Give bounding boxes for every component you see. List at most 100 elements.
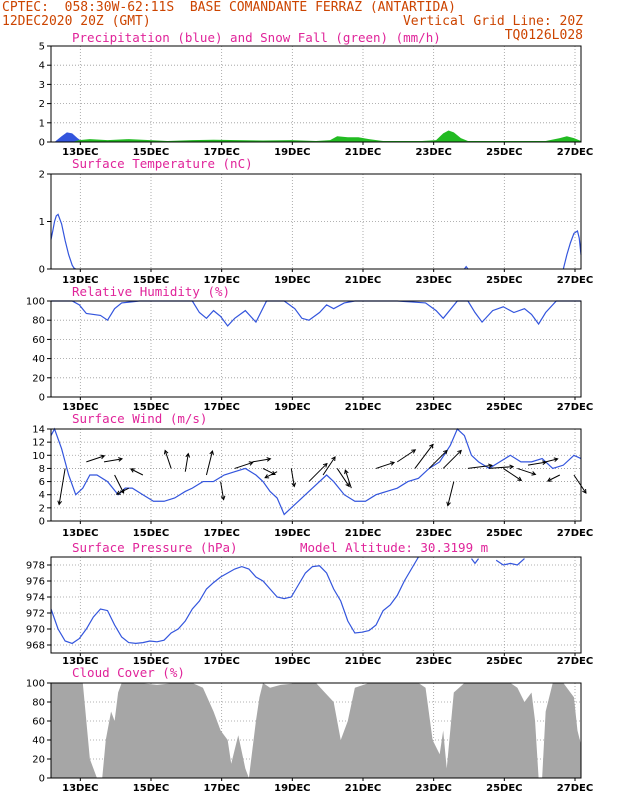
wind-vector-head <box>443 449 448 455</box>
panel-title: Precipitation (blue) and Snow Fall (gree… <box>72 30 441 45</box>
wind-vector-head <box>163 449 169 455</box>
wind-vector <box>414 444 434 469</box>
x-tick-label: 21DEC <box>345 656 381 667</box>
x-tick-label: 27DEC <box>557 783 593 794</box>
wind-vector <box>428 450 448 469</box>
y-tick-label: 12 <box>32 438 45 449</box>
x-tick-label: 27DEC <box>557 147 593 158</box>
x-tick-label: 13DEC <box>62 402 98 413</box>
x-tick-label: 13DEC <box>62 275 98 286</box>
wind-vector <box>344 469 352 489</box>
x-tick-label: 25DEC <box>486 147 522 158</box>
x-tick-label: 13DEC <box>62 783 98 794</box>
wind-vector <box>447 481 455 506</box>
x-tick-label: 27DEC <box>557 402 593 413</box>
wind-vector <box>322 456 336 476</box>
x-tick-label: 15DEC <box>133 275 169 286</box>
y-tick-label: 10 <box>32 451 45 462</box>
y-tick-label: 968 <box>26 641 45 652</box>
y-tick-label: 6 <box>39 477 45 488</box>
header-line1: CPTEC: 058:30W-62:11S BASE COMANDANTE FE… <box>2 0 456 15</box>
y-tick-label: 80 <box>32 698 45 709</box>
y-tick-label: 60 <box>32 335 45 346</box>
series-line-blue <box>50 556 419 645</box>
wind-vector-head <box>457 449 462 455</box>
y-tick-label: 978 <box>26 561 45 572</box>
x-tick-label: 15DEC <box>133 656 169 667</box>
x-tick-label: 21DEC <box>345 402 381 413</box>
y-tick-label: 4 <box>39 61 45 72</box>
wind-vector <box>336 468 350 487</box>
x-tick-label: 19DEC <box>274 656 310 667</box>
wind-vector-head <box>209 449 214 455</box>
wind-vector-head <box>57 500 62 506</box>
wind-vector <box>467 464 492 469</box>
wind-vector-head <box>446 501 451 507</box>
header-date: 12DEC2020 20Z (GMT) <box>2 14 151 29</box>
y-tick-label: 2 <box>39 99 45 110</box>
x-tick-label: 23DEC <box>415 147 451 158</box>
wind-vector <box>547 474 561 482</box>
wind-vector-head <box>185 452 191 458</box>
x-tick-label: 17DEC <box>203 528 239 539</box>
wind-vector-head <box>264 474 270 479</box>
series-line-blue <box>470 558 480 565</box>
wind-vector-head <box>220 495 226 501</box>
x-tick-label: 13DEC <box>62 147 98 158</box>
wind-vector <box>573 474 587 494</box>
y-tick-label: 0 <box>39 393 45 404</box>
wind-vector <box>184 453 189 472</box>
x-tick-label: 19DEC <box>274 528 310 539</box>
wind-vector-head <box>266 457 272 462</box>
wind-vector <box>375 461 395 469</box>
wind-vector <box>396 449 416 463</box>
wind-vector-head <box>331 456 336 462</box>
wind-vector-head <box>344 469 349 475</box>
wind-vector <box>442 450 462 469</box>
wind-vector <box>308 463 328 482</box>
wind-vector <box>103 458 123 463</box>
y-tick-label: 0 <box>39 265 45 276</box>
x-tick-label: 23DEC <box>415 528 451 539</box>
x-tick-label: 15DEC <box>133 783 169 794</box>
wind-vector-head <box>322 462 328 468</box>
x-tick-label: 19DEC <box>274 275 310 286</box>
x-tick-label: 21DEC <box>345 783 381 794</box>
series-line-blue <box>51 300 581 327</box>
wind-vector <box>116 487 129 495</box>
y-tick-label: 3 <box>39 80 45 91</box>
panel-frame <box>50 682 582 779</box>
x-tick-label: 19DEC <box>274 783 310 794</box>
wind-vector-head <box>248 461 254 466</box>
x-tick-label: 15DEC <box>133 528 169 539</box>
y-tick-label: 0 <box>39 774 45 785</box>
x-tick-label: 19DEC <box>274 402 310 413</box>
x-tick-label: 23DEC <box>415 783 451 794</box>
series-area-blue <box>54 132 83 142</box>
y-tick-label: 0 <box>39 517 45 528</box>
wind-vector <box>489 466 514 469</box>
wind-vector-head <box>118 457 124 462</box>
panel-frame <box>50 45 582 143</box>
x-tick-label: 25DEC <box>486 528 522 539</box>
x-tick-label: 23DEC <box>415 275 451 286</box>
wind-vector <box>86 455 105 463</box>
y-tick-label: 60 <box>32 717 45 728</box>
x-tick-label: 23DEC <box>415 656 451 667</box>
x-tick-label: 27DEC <box>557 275 593 286</box>
y-tick-label: 2 <box>39 170 45 181</box>
wind-vector <box>517 467 536 475</box>
wind-vector <box>164 450 172 469</box>
x-tick-label: 19DEC <box>274 147 310 158</box>
x-tick-label: 13DEC <box>62 656 98 667</box>
y-tick-label: 974 <box>26 593 45 604</box>
y-tick-label: 100 <box>26 679 45 690</box>
y-tick-label: 14 <box>32 425 45 436</box>
x-tick-label: 25DEC <box>486 656 522 667</box>
x-tick-label: 27DEC <box>557 656 593 667</box>
panel-title: Cloud Cover (%) <box>72 665 185 680</box>
wind-vector-head <box>553 457 559 462</box>
wind-vector-head <box>429 443 434 449</box>
series-line-blue <box>50 427 582 516</box>
